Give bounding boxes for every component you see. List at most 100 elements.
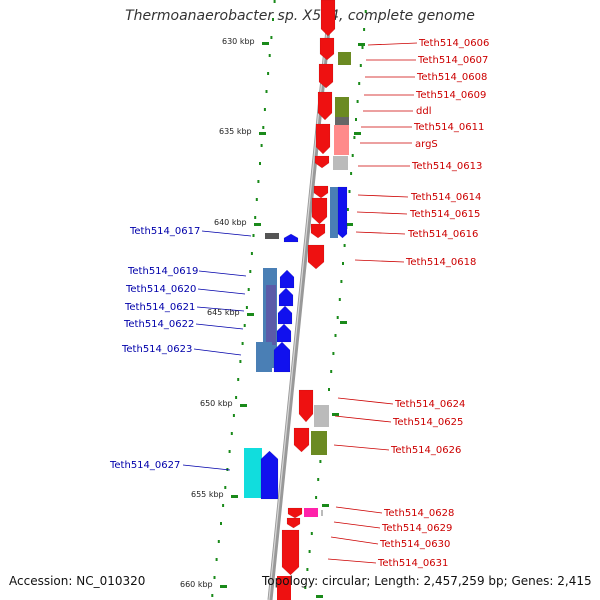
gene-arrow — [307, 244, 325, 270]
scale-dot — [267, 72, 270, 75]
gene-arrow — [319, 37, 335, 61]
scale-dot — [252, 234, 255, 237]
gene-label[interactable]: Teth514_0606 — [418, 38, 489, 49]
gene-label[interactable]: Teth514_0629 — [381, 523, 452, 534]
gene-arrow — [278, 287, 294, 307]
scale-tick — [322, 504, 329, 507]
scale-dot — [361, 46, 364, 49]
scale-dot — [213, 576, 216, 579]
scale-dot — [363, 28, 366, 31]
gene-label[interactable]: Teth514_0613 — [411, 161, 482, 172]
scale-dot — [273, 0, 276, 3]
scale-dot — [328, 388, 330, 391]
leader-line — [330, 536, 379, 545]
scale-dot — [235, 396, 238, 399]
reverse-gene-labels: Teth514_0617 Teth514_0619 Teth514_0620 T… — [109, 226, 200, 471]
gene-arrow — [337, 186, 348, 239]
scale-tick — [254, 223, 261, 226]
gene-label[interactable]: ddl — [416, 106, 431, 117]
scale-dot — [268, 54, 271, 57]
scale-tick — [240, 404, 247, 407]
leader-line — [335, 506, 383, 514]
gene-label[interactable]: argS — [415, 139, 438, 150]
map-title: Thermoanaerobacter sp. X514, complete ge… — [125, 8, 475, 24]
gene-label[interactable]: Teth514_0625 — [392, 417, 463, 428]
gene-arrow — [315, 123, 331, 155]
gene-label[interactable]: Teth514_0620 — [125, 284, 196, 295]
gene-label[interactable]: Teth514_0626 — [390, 445, 461, 456]
accession-text: Accession: NC_010320 — [9, 574, 146, 588]
scale-dot — [270, 36, 273, 39]
gene-block — [266, 285, 276, 345]
scale-dot — [255, 198, 258, 201]
gene-label[interactable]: Teth514_0616 — [407, 229, 478, 240]
scale-ticks — [220, 42, 365, 598]
gene-arrow — [298, 389, 314, 423]
gene-arrow — [273, 341, 291, 373]
scale-dot — [355, 118, 357, 121]
gene-block — [335, 97, 349, 119]
leader-line — [195, 323, 244, 330]
scale-dot — [228, 450, 231, 453]
gene-block — [330, 187, 338, 238]
gene-label[interactable]: Teth514_0631 — [377, 558, 448, 569]
scale-dot — [343, 244, 346, 247]
scale-dot — [342, 262, 344, 265]
gene-label[interactable]: Teth514_0607 — [417, 55, 488, 66]
gene-label[interactable]: Teth514_0622 — [123, 319, 194, 330]
scale-tick — [316, 595, 323, 598]
scale-dot — [364, 10, 367, 13]
scale-label-660: 660 kbp — [180, 580, 213, 589]
scale-dot — [263, 108, 266, 111]
scale-tick — [247, 313, 254, 316]
scale-dot — [241, 342, 244, 345]
scale-tick — [259, 132, 266, 135]
gene-label[interactable]: Teth514_0624 — [394, 399, 465, 410]
scale-dot — [336, 316, 339, 319]
leader-line — [196, 306, 245, 312]
outer-ticks-right — [304, 10, 367, 589]
leader-line — [334, 415, 392, 423]
gene-label[interactable]: Teth514_0609 — [415, 90, 486, 101]
scale-dot — [260, 144, 263, 147]
gene-label[interactable]: Teth514_0630 — [379, 539, 450, 550]
gene-block — [304, 508, 318, 517]
scale-dot — [254, 216, 257, 219]
scale-tick — [340, 321, 347, 324]
scale-label-655: 655 kbp — [191, 490, 224, 499]
scale-dot — [351, 154, 354, 157]
scale-dot — [338, 298, 341, 301]
scale-label-635: 635 kbp — [219, 127, 252, 136]
gene-arrow — [279, 269, 295, 289]
gene-label[interactable]: Teth514_0623 — [121, 344, 192, 355]
scale-tick — [332, 413, 339, 416]
scale-dot — [211, 594, 214, 597]
gene-block — [256, 342, 272, 372]
gene-label[interactable]: Teth514_0615 — [409, 209, 480, 220]
gene-label[interactable]: Teth514_0611 — [413, 122, 484, 133]
gene-label[interactable]: Teth514_0619 — [127, 266, 198, 277]
outer-ticks-left — [211, 0, 276, 597]
gene-arrow — [283, 233, 299, 243]
scale-dot — [265, 90, 268, 93]
forward-gene-labels: Teth514_0606 Teth514_0607 Teth514_0608 T… — [377, 38, 489, 569]
gene-label[interactable]: Teth514_0628 — [383, 508, 454, 519]
gene-label[interactable]: Teth514_0614 — [410, 192, 481, 203]
leader-line — [198, 270, 247, 277]
gene-label[interactable]: Teth514_0621 — [124, 302, 195, 313]
gene-label[interactable]: Teth514_0618 — [405, 257, 476, 268]
scale-label-640: 640 kbp — [214, 218, 247, 227]
gene-label[interactable]: Teth514_0617 — [129, 226, 200, 237]
gene-label[interactable]: Teth514_0608 — [416, 72, 487, 83]
scale-dot — [217, 540, 220, 543]
scale-dot — [222, 504, 225, 507]
leader-line — [333, 444, 390, 451]
gene-block — [265, 233, 279, 239]
scale-dot — [356, 100, 359, 103]
gene-block — [311, 431, 327, 455]
scale-labels: 630 kbp 635 kbp 640 kbp 645 kbp 650 kbp … — [180, 37, 255, 589]
gene-block — [334, 125, 349, 155]
gene-label[interactable]: Teth514_0627 — [109, 460, 180, 471]
scale-tick — [231, 495, 238, 498]
scale-dot — [262, 126, 265, 129]
